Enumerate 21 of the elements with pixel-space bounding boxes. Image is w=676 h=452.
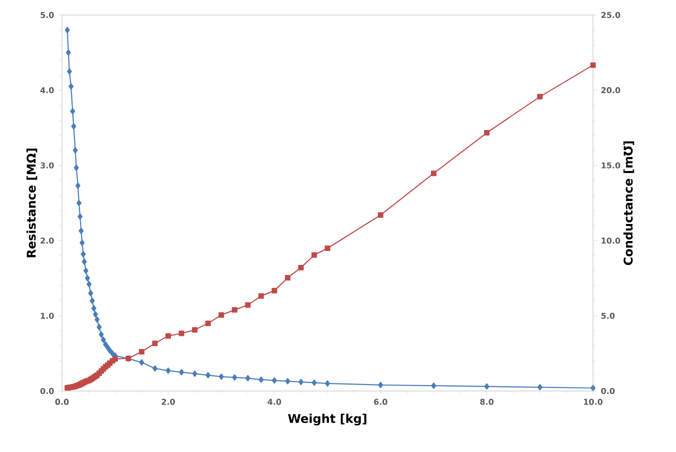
x-tick-label: 8.0 <box>480 398 494 405</box>
y-axis-title: Resistance [MΩ] <box>26 148 38 258</box>
y-tick-label: 0.0 <box>40 388 54 394</box>
x-axis-title: Weight [kg] <box>288 414 366 426</box>
y-tick-label: 1.0 <box>40 312 54 319</box>
y2-tick-label: 5.0 <box>601 312 615 319</box>
y2-tick-label: 10.0 <box>602 238 620 244</box>
y-tick-label: 3.0 <box>40 162 54 168</box>
x-tick-label: 2.0 <box>162 398 175 405</box>
y-tick-label: 2.0 <box>40 238 54 244</box>
x-tick-label: 4.0 <box>268 398 282 405</box>
x-tick-label: 0.0 <box>55 398 69 405</box>
y-tick-label: 5.0 <box>40 12 54 18</box>
y2-axis-title: Conductance [m℧] <box>623 141 634 266</box>
x-tick-label: 10.0 <box>584 398 602 405</box>
y-tick-label: 4.0 <box>40 87 54 94</box>
y2-tick-label: 15.0 <box>602 162 620 168</box>
x-tick-label: 6.0 <box>374 398 388 405</box>
y2-tick-label: 20.0 <box>601 87 620 94</box>
y2-tick-label: 25.0 <box>601 12 620 18</box>
y2-tick-label: 0.0 <box>601 388 615 394</box>
